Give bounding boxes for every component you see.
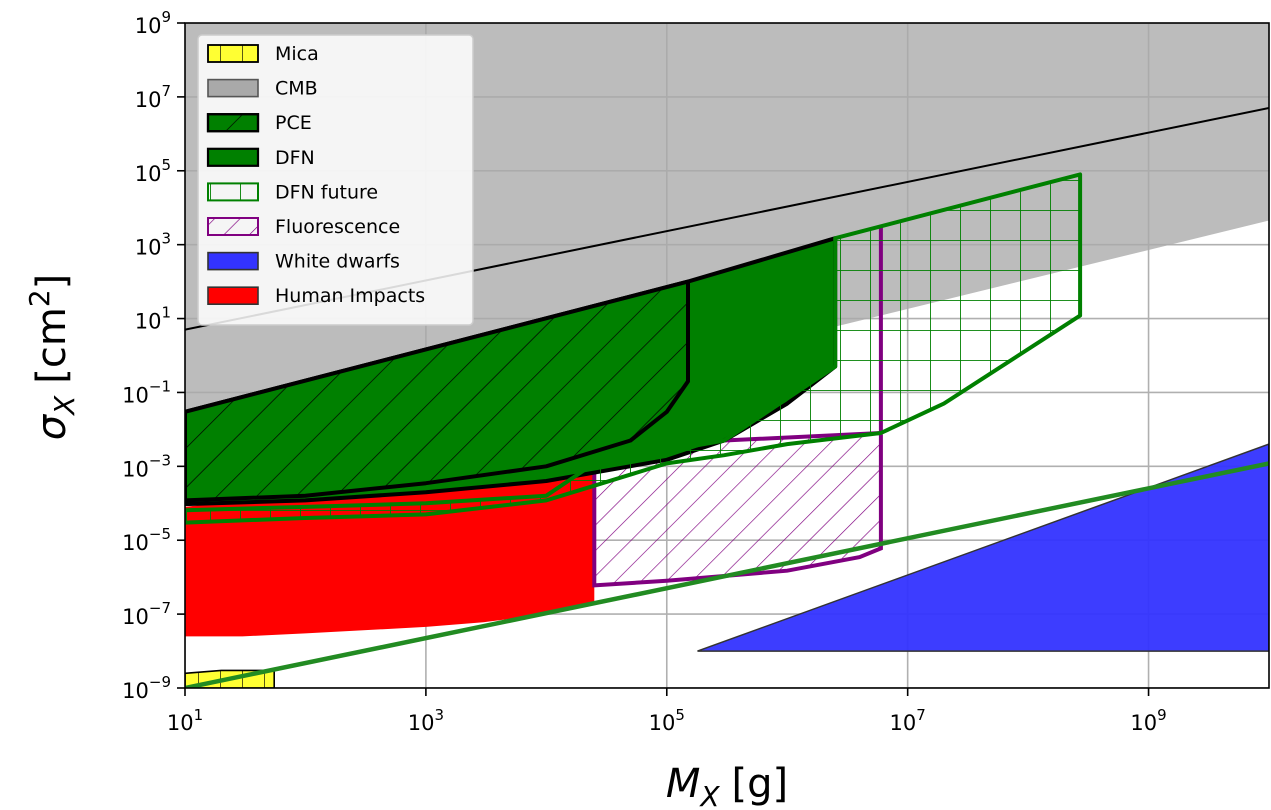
legend-label-pce: PCE (275, 112, 312, 134)
pce-hatch (185, 279, 690, 503)
svg-text:σX[cm2]: σX [cm2] (23, 274, 81, 441)
x-axis-title: MX [g] (666, 761, 788, 810)
legend-swatch-fluorescence (207, 217, 259, 236)
plot-frame (184, 22, 1270, 689)
legend-swatch-cmb (207, 78, 259, 98)
x-axis-title-base: M (666, 761, 701, 807)
y-axis-title-unit: [cm (29, 307, 75, 384)
legend-label-white_dwarfs: White dwarfs (275, 251, 400, 273)
legend-swatch-white_dwarfs (207, 251, 259, 271)
y-axis-title-unit-close: ] (29, 274, 75, 290)
dfn-future-region (185, 172, 1083, 525)
legend-swatch-human_impacts (207, 286, 259, 306)
y-tick-label: 101 (135, 304, 171, 334)
svg-text:MX[g]: MX [g] (666, 761, 788, 810)
white-dwarfs-region (697, 443, 1269, 652)
x-tick-label: 107 (890, 706, 926, 735)
y-axis-title-sub: X (48, 395, 81, 417)
legend-label-human_impacts: Human Impacts (275, 285, 425, 307)
x-axis-title-sub: X (698, 780, 720, 810)
axis-ticks: 101 103 105 107 109 10−9 10−7 10−5 10−3 10−1 101 10… (122, 8, 1167, 735)
legend: Mica CMB PCE DFN DFN future Fluorescence White… (197, 34, 474, 326)
legend-label-fluorescence: Fluorescence (275, 216, 400, 238)
legend-swatch-dfn (206, 147, 260, 167)
y-axis-title: σX [cm2] (23, 274, 81, 441)
y-tick-label: 10−3 (122, 451, 171, 481)
reference-line-green (185, 461, 1269, 688)
y-tick-label: 10−9 (122, 673, 171, 703)
x-tick-label: 103 (408, 706, 444, 735)
x-tick-label: 105 (649, 706, 685, 735)
legend-swatch-hatch-pce (206, 113, 260, 133)
legend-label-mica: Mica (275, 43, 319, 65)
legend-label-dfn: DFN (275, 147, 315, 169)
legend-box (197, 34, 474, 326)
y-tick-label: 105 (135, 156, 171, 186)
y-axis-title-base: σ (29, 413, 75, 440)
x-tick-label: 109 (1130, 706, 1166, 735)
x-axis-title-unit: [g] (732, 761, 789, 807)
legend-label-dfn_future: DFN future (275, 181, 378, 203)
legend-swatch-hatch-mica (207, 44, 259, 63)
legend-label-cmb: CMB (275, 78, 318, 100)
y-tick-label: 10−1 (122, 377, 171, 407)
legend-swatch-dfn_future (207, 182, 259, 202)
y-tick-label: 10−7 (122, 599, 171, 629)
y-tick-label: 103 (135, 230, 171, 260)
y-tick-label: 10−5 (122, 525, 171, 555)
y-axis-title-unit-sup: 2 (23, 289, 56, 307)
y-tick-label: 107 (135, 82, 171, 112)
y-tick-label: 109 (135, 8, 171, 38)
x-tick-label: 101 (167, 706, 203, 735)
